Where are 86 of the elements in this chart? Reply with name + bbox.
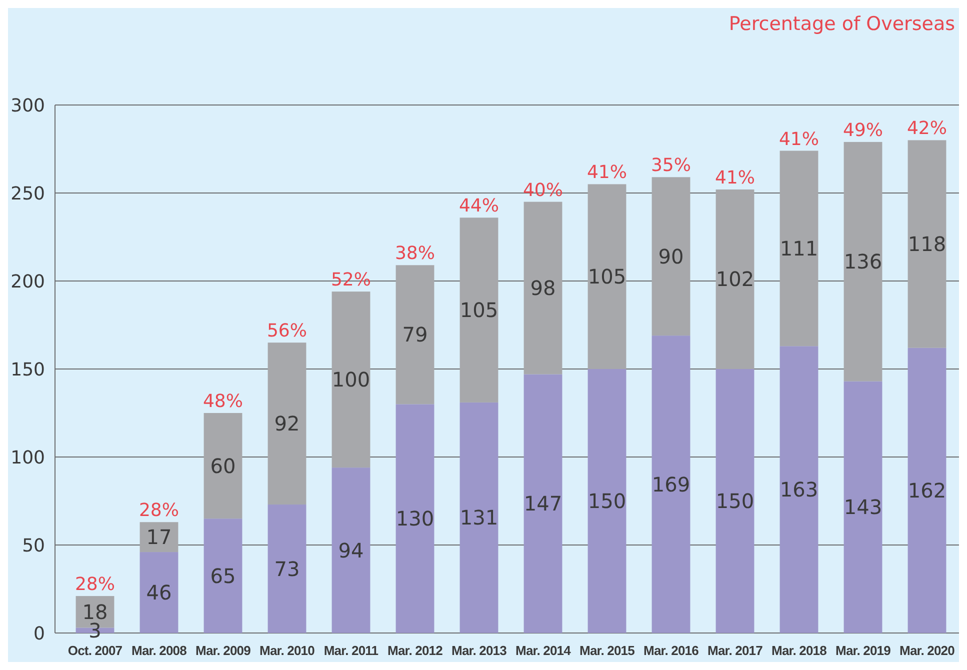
bar	[204, 518, 242, 633]
data-label: 65	[210, 564, 236, 588]
x-tick-label: Mar. 2014	[516, 643, 572, 658]
y-tick-label: 50	[22, 535, 45, 556]
x-tick-label: Mar. 2016	[644, 643, 699, 658]
bar	[652, 177, 690, 336]
data-label: 162	[908, 478, 946, 502]
x-tick-label: Mar. 2019	[836, 643, 891, 658]
data-label: 79	[402, 322, 428, 347]
bar	[396, 265, 434, 404]
bar	[460, 218, 498, 402]
x-tick-label: Mar. 2013	[452, 643, 507, 658]
bar	[716, 369, 754, 633]
bar	[268, 504, 306, 633]
y-tick-label: 0	[34, 623, 45, 644]
annotation: 28%	[74, 574, 116, 596]
annotation: 28%	[138, 500, 180, 522]
data-label: 169	[652, 472, 690, 496]
data-label: 136	[844, 250, 882, 274]
annotation: 38%	[394, 243, 436, 264]
bar	[780, 150, 818, 346]
data-label: 90	[658, 244, 684, 268]
bar	[268, 342, 306, 505]
bar	[844, 142, 882, 382]
bar	[524, 374, 562, 633]
y-tick-label: 200	[10, 271, 45, 292]
data-label: 46	[146, 580, 172, 605]
data-label: 98	[530, 276, 556, 300]
data-label: 143	[844, 495, 882, 520]
x-tick-label: Mar. 2012	[388, 643, 443, 658]
bar	[780, 346, 818, 633]
bar	[588, 184, 626, 369]
y-tick-label: 300	[10, 95, 45, 116]
data-label: 130	[396, 506, 434, 531]
data-label: 100	[332, 368, 370, 392]
bar	[332, 292, 370, 468]
data-label: 118	[908, 232, 946, 256]
data-label: 150	[716, 489, 754, 513]
annotation: 48%	[202, 391, 244, 412]
data-label: 147	[524, 492, 562, 516]
annotation: 49%	[842, 120, 884, 141]
data-label: 73	[274, 556, 300, 581]
bar	[204, 413, 242, 519]
x-tick-label: Oct. 2007	[68, 643, 122, 658]
data-label: 60	[210, 454, 236, 478]
y-tick-label: 150	[10, 359, 45, 380]
annotation: 35%	[650, 155, 692, 176]
x-tick-label: Mar. 2009	[196, 643, 251, 658]
annotation: 41%	[586, 162, 628, 184]
data-label: 105	[588, 264, 626, 289]
x-tick-label: Mar. 2018	[772, 643, 827, 658]
annotation: 44%	[458, 196, 500, 217]
x-tick-label: Mar. 2020	[900, 643, 955, 658]
x-tick-label: Mar. 2010	[260, 643, 315, 658]
annotation: 41%	[778, 128, 820, 150]
data-label: 163	[780, 478, 818, 502]
bar	[716, 189, 754, 369]
data-label: 105	[460, 298, 498, 322]
data-label: 18	[82, 600, 108, 624]
data-label: 150	[588, 489, 626, 513]
text: Percentage of Overseas	[728, 13, 955, 35]
bar	[396, 404, 434, 633]
bar	[524, 202, 562, 374]
data-label: 94	[338, 538, 364, 562]
data-label: 131	[460, 506, 498, 530]
y-tick-label: 250	[10, 183, 45, 204]
x-tick-label: Mar. 2008	[132, 643, 187, 658]
data-label: 17	[146, 525, 172, 550]
x-tick-label: Mar. 2015	[580, 643, 635, 658]
bar	[844, 381, 882, 633]
annotation: 41%	[714, 167, 756, 188]
data-label: 102	[716, 267, 754, 292]
bar	[908, 140, 946, 348]
data-label: 92	[274, 412, 300, 436]
bar	[460, 402, 498, 633]
bar	[332, 468, 370, 633]
bar	[588, 369, 626, 633]
x-tick-label: Mar. 2017	[708, 643, 763, 658]
x-tick-label: Mar. 2011	[324, 643, 378, 658]
bar	[140, 552, 178, 633]
bar	[908, 348, 946, 633]
bar	[652, 336, 690, 633]
annotation: 42%	[906, 118, 948, 140]
data-label: 111	[780, 236, 818, 260]
annotation: 56%	[266, 320, 308, 342]
y-tick-label: 100	[10, 447, 45, 468]
